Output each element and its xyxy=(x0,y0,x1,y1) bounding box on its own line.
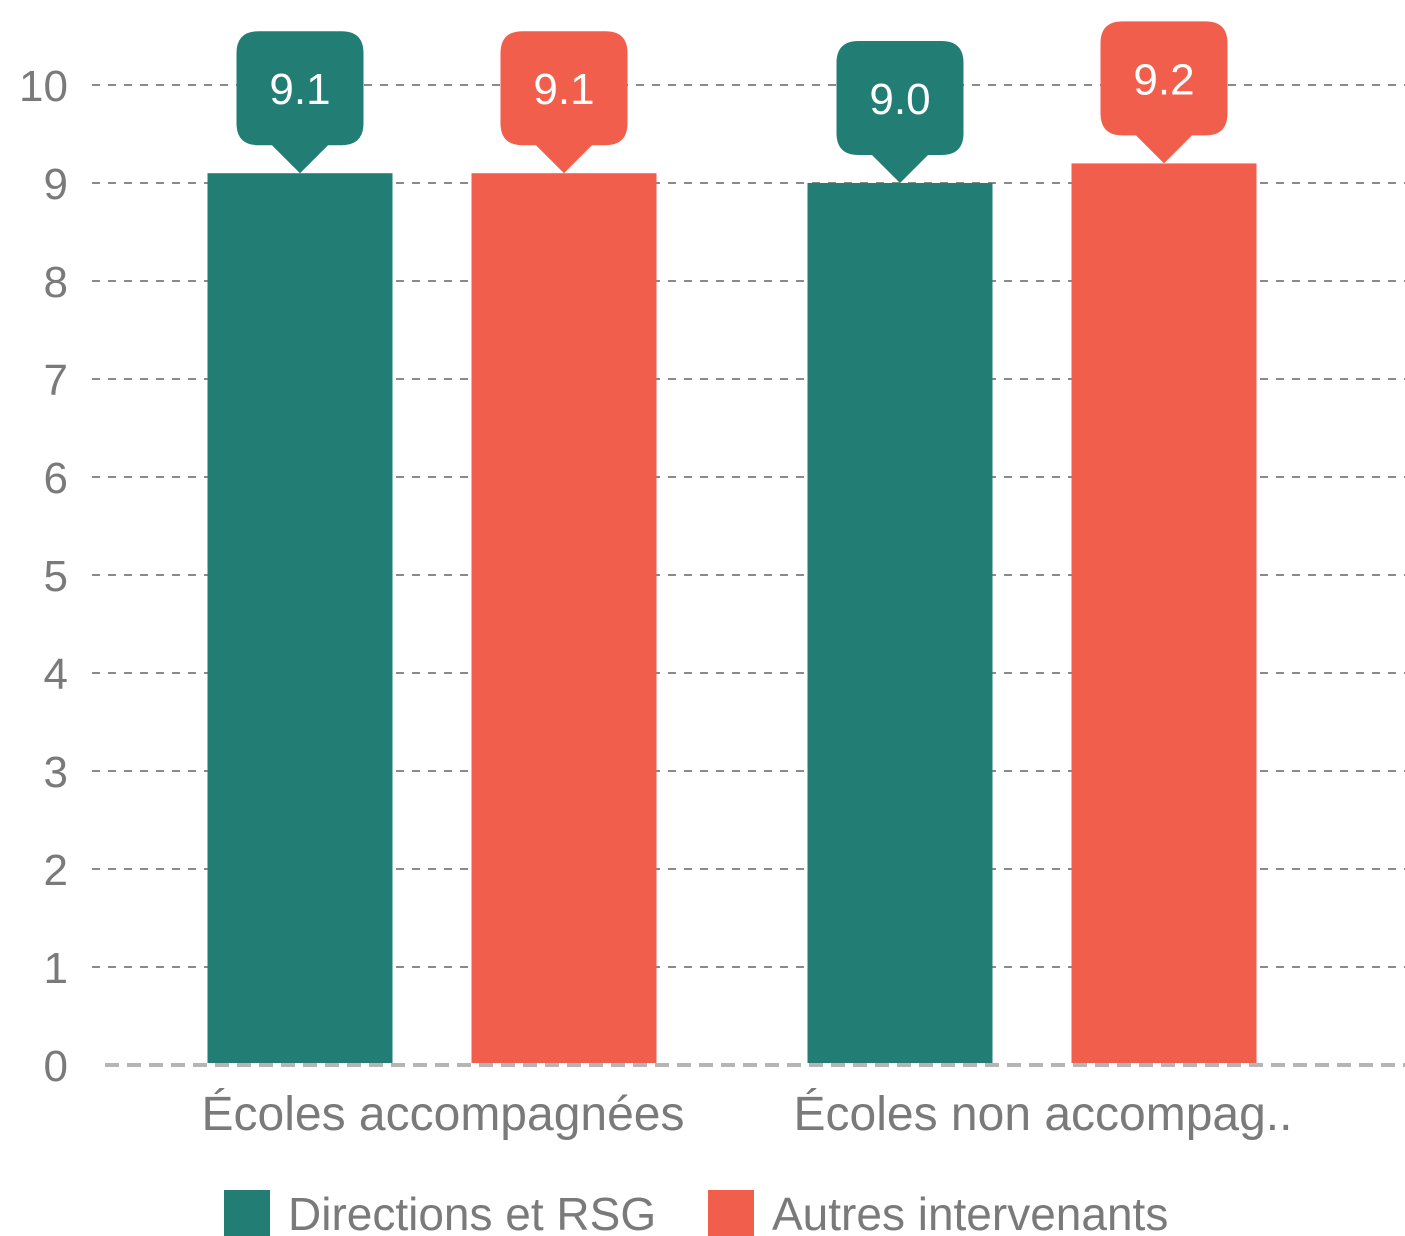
data-label: 9.0 xyxy=(869,75,930,124)
y-tick-label: 6 xyxy=(44,454,68,503)
y-tick-label: 5 xyxy=(44,552,68,601)
y-tick-label: 3 xyxy=(44,748,68,797)
legend: Directions et RSG Autres intervenants xyxy=(224,1188,1168,1236)
data-label: 9.1 xyxy=(269,65,330,114)
x-axis-categories: Écoles accompagnées Écoles non accompag.. xyxy=(202,1088,1293,1141)
legend-label: Autres intervenants xyxy=(772,1188,1168,1236)
y-tick-label: 1 xyxy=(44,944,68,993)
y-tick-label: 2 xyxy=(44,846,68,895)
bar xyxy=(471,173,657,1063)
y-tick-label: 7 xyxy=(44,356,68,405)
x-category-label: Écoles non accompag.. xyxy=(794,1088,1293,1141)
y-tick-label: 0 xyxy=(44,1042,68,1091)
y-tick-label: 4 xyxy=(44,650,68,699)
data-label-bubble xyxy=(500,31,628,174)
bar xyxy=(807,183,993,1063)
legend-swatch xyxy=(224,1190,270,1236)
bar xyxy=(207,173,393,1063)
legend-item[interactable]: Directions et RSG xyxy=(224,1188,656,1236)
y-tick-label: 10 xyxy=(19,62,68,111)
y-tick-label: 8 xyxy=(44,258,68,307)
data-label: 9.2 xyxy=(1133,55,1194,104)
bar xyxy=(1071,163,1257,1063)
legend-item[interactable]: Autres intervenants xyxy=(708,1188,1168,1236)
x-category-label: Écoles accompagnées xyxy=(202,1088,685,1141)
data-label-bubble xyxy=(236,31,364,174)
data-labels: 9.1 9.1 9.0 9.2 xyxy=(236,21,1228,183)
data-label-bubble xyxy=(1100,21,1228,164)
y-tick-label: 9 xyxy=(44,160,68,209)
legend-label: Directions et RSG xyxy=(288,1188,656,1236)
legend-swatch xyxy=(708,1190,754,1236)
data-label-bubble xyxy=(836,41,964,183)
bars xyxy=(207,163,1257,1063)
y-axis-ticks: 0 1 2 3 4 5 6 7 8 9 10 xyxy=(19,62,68,1091)
data-label: 9.1 xyxy=(533,65,594,114)
